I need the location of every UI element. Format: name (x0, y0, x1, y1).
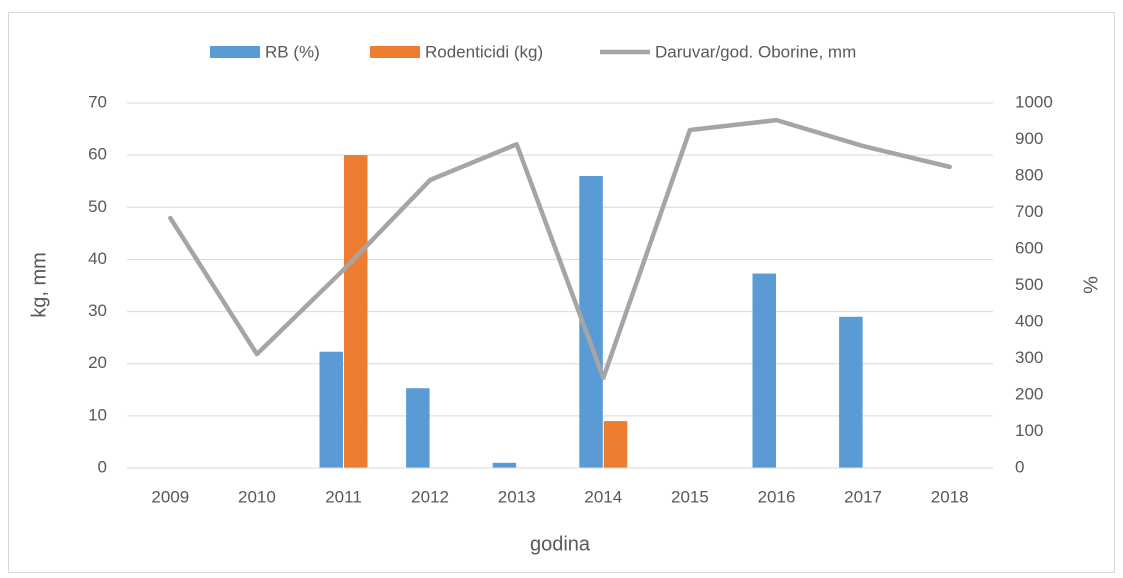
x-tick-label: 2018 (931, 487, 969, 506)
line (168, 117, 952, 381)
x-axis-title: godina (530, 533, 591, 555)
bar (406, 388, 430, 468)
y2-tick-label: 300 (1015, 348, 1043, 367)
y-axis-title: kg, mm (28, 252, 50, 318)
x-tick-label: 2015 (671, 487, 709, 506)
y-tick-label: 40 (88, 249, 107, 268)
y2-tick-label: 600 (1015, 238, 1043, 257)
y2-tick-label: 500 (1015, 275, 1043, 294)
bar (752, 273, 776, 468)
y2-tick-label: 400 (1015, 311, 1043, 330)
y2-tick-label: 900 (1015, 129, 1043, 148)
bar (492, 462, 517, 468)
y-tick-label: 30 (88, 301, 107, 320)
x-tick-label: 2016 (758, 487, 796, 506)
x-tick-label: 2017 (844, 487, 882, 506)
y2-axis-title: % (1080, 276, 1102, 294)
chart-border (8, 12, 1115, 573)
legend-label: Rodenticidi (kg) (425, 42, 543, 61)
x-tick-label: 2011 (325, 487, 362, 506)
y2-tick-label: 800 (1015, 165, 1043, 184)
legend-swatch (370, 46, 420, 58)
legend-label: Daruvar/god. Oborine, mm (655, 42, 856, 61)
x-tick-label: 2014 (584, 487, 622, 506)
x-tick-label: 2012 (411, 487, 449, 506)
x-tick-label: 2009 (151, 487, 189, 506)
y2-tick-label: 100 (1015, 421, 1043, 440)
x-tick-label: 2013 (498, 487, 536, 506)
y-tick-label: 50 (88, 197, 107, 216)
bar (839, 316, 863, 468)
legend-swatch (210, 46, 260, 58)
y2-tick-label: 200 (1015, 384, 1043, 403)
y-tick-label: 20 (88, 353, 107, 372)
legend-label: RB (%) (265, 42, 320, 61)
y-tick-label: 10 (88, 405, 107, 424)
bar (319, 351, 343, 468)
y-tick-label: 60 (88, 145, 107, 164)
bar (344, 155, 368, 468)
bar (603, 421, 628, 468)
y-tick-label: 70 (88, 92, 107, 111)
y2-tick-label: 0 (1015, 457, 1024, 476)
x-tick-label: 2010 (238, 487, 276, 506)
bar (579, 176, 603, 468)
y2-tick-label: 1000 (1015, 92, 1053, 111)
y-tick-label: 0 (98, 457, 107, 476)
y2-tick-label: 700 (1015, 202, 1043, 221)
